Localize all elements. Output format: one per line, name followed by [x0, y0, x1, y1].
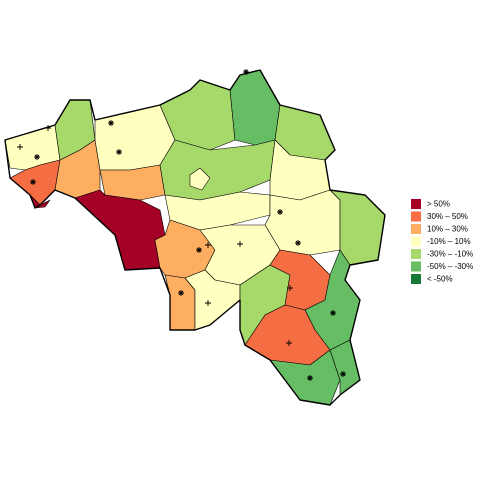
asterisk-marker: [30, 69, 346, 381]
legend-label: -10% – 10%: [427, 237, 471, 246]
legend-label: < -50%: [427, 275, 453, 284]
plus-marker: [17, 125, 293, 346]
markers: [17, 69, 346, 381]
country-border: [4, 69, 386, 406]
legend-label: 30% – 50%: [427, 212, 468, 221]
legend-swatch: [411, 199, 421, 209]
region: [99, 164, 166, 201]
legend-label: 10% – 30%: [427, 225, 468, 234]
region: [189, 167, 211, 191]
legend-swatch: [411, 224, 421, 234]
legend-label: -50% – -30%: [427, 262, 473, 271]
legend-swatch: [411, 211, 421, 222]
legend-label: > 50%: [427, 200, 450, 209]
region: [159, 139, 276, 201]
regions: [4, 69, 386, 406]
legend-swatch: [411, 236, 421, 247]
legend-swatch: [411, 274, 421, 284]
region: [264, 189, 341, 256]
region: [229, 69, 281, 146]
region: [74, 189, 166, 271]
legend: > 50% 30% – 50% 10% – 30% -10% – 10% -30% – …: [411, 199, 473, 284]
legend-swatch: [411, 261, 421, 272]
legend-swatch: [411, 249, 421, 259]
legend-label: -30% – -10%: [427, 250, 473, 259]
